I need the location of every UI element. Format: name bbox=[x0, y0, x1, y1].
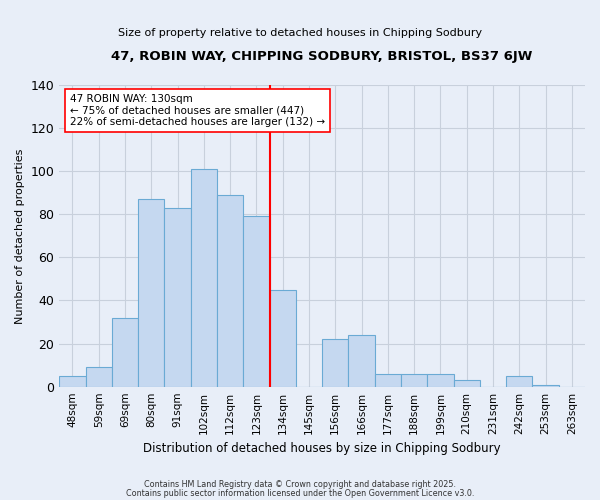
Bar bbox=[217, 195, 243, 386]
Bar bbox=[427, 374, 454, 386]
X-axis label: Distribution of detached houses by size in Chipping Sodbury: Distribution of detached houses by size … bbox=[143, 442, 501, 455]
Text: Contains public sector information licensed under the Open Government Licence v3: Contains public sector information licen… bbox=[126, 488, 474, 498]
Bar bbox=[191, 169, 217, 386]
Bar bbox=[401, 374, 427, 386]
Text: Size of property relative to detached houses in Chipping Sodbury: Size of property relative to detached ho… bbox=[118, 28, 482, 38]
Text: Contains HM Land Registry data © Crown copyright and database right 2025.: Contains HM Land Registry data © Crown c… bbox=[144, 480, 456, 489]
Bar bbox=[243, 216, 269, 386]
Bar bbox=[349, 335, 375, 386]
Bar bbox=[138, 199, 164, 386]
Bar bbox=[375, 374, 401, 386]
Bar bbox=[112, 318, 138, 386]
Bar bbox=[269, 290, 296, 386]
Bar bbox=[454, 380, 480, 386]
Bar bbox=[86, 368, 112, 386]
Bar bbox=[532, 384, 559, 386]
Y-axis label: Number of detached properties: Number of detached properties bbox=[15, 148, 25, 324]
Bar bbox=[322, 340, 349, 386]
Text: 47 ROBIN WAY: 130sqm
← 75% of detached houses are smaller (447)
22% of semi-deta: 47 ROBIN WAY: 130sqm ← 75% of detached h… bbox=[70, 94, 325, 128]
Bar bbox=[506, 376, 532, 386]
Title: 47, ROBIN WAY, CHIPPING SODBURY, BRISTOL, BS37 6JW: 47, ROBIN WAY, CHIPPING SODBURY, BRISTOL… bbox=[112, 50, 533, 63]
Bar bbox=[164, 208, 191, 386]
Bar bbox=[59, 376, 86, 386]
